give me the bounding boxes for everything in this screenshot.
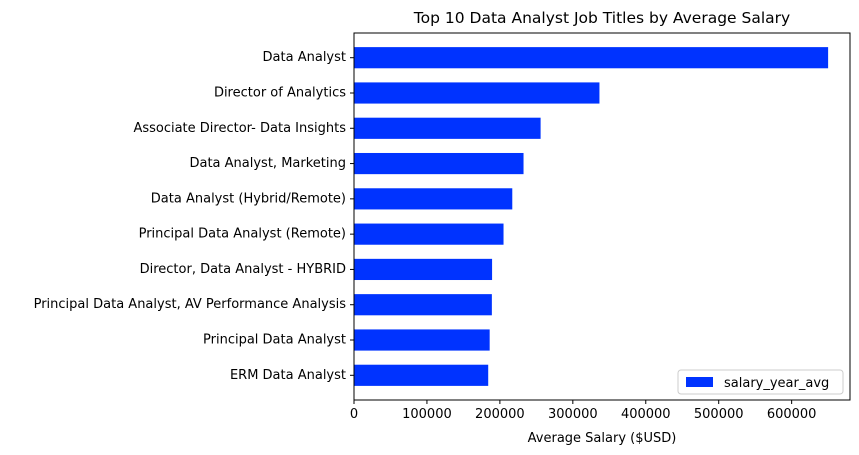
y-tick-label: Director of Analytics [214,85,346,100]
y-tick-label: Principal Data Analyst, AV Performance A… [34,297,347,312]
y-tick-label: Principal Data Analyst [203,333,346,348]
y-tick-label: Data Analyst [263,50,346,65]
x-tick-label: 200000 [475,407,525,422]
y-tick-label: Principal Data Analyst (Remote) [139,227,346,242]
bar-3 [354,117,541,139]
x-tick-label: 100000 [402,407,452,422]
bar-2 [354,82,600,104]
x-tick-label: 500000 [694,407,744,422]
x-axis-label: Average Salary ($USD) [528,431,677,446]
y-tick-label: Associate Director- Data Insights [133,121,346,136]
bar-5 [354,188,513,210]
bar-10 [354,364,489,386]
y-axis: Data Analyst Director of Analytics Associa… [34,50,354,383]
bars [354,47,829,386]
bar-7 [354,258,493,281]
y-tick-label: Director, Data Analyst - HYBRID [140,262,346,277]
bar-6 [354,223,504,245]
y-tick-label: Data Analyst (Hybrid/Remote) [151,191,346,206]
y-tick-label: ERM Data Analyst [230,368,346,383]
x-tick-label: 0 [350,407,358,422]
bar-9 [354,329,490,351]
bar-8 [354,294,492,316]
x-axis: 0 100000 200000 300000 400000 500000 600000 [350,400,817,422]
bar-4 [354,152,524,175]
x-tick-label: 600000 [767,407,817,422]
y-tick-label: Data Analyst, Marketing [189,156,346,171]
x-tick-label: 400000 [621,407,671,422]
chart-title: Top 10 Data Analyst Job Titles by Averag… [413,9,790,27]
legend-swatch [686,377,713,387]
legend-box [677,369,844,395]
bar-1 [354,47,829,69]
legend-label: salary_year_avg [724,376,829,391]
plot-frame [353,32,851,401]
legend: salary_year_avg [677,369,844,395]
x-tick-label: 300000 [548,407,598,422]
